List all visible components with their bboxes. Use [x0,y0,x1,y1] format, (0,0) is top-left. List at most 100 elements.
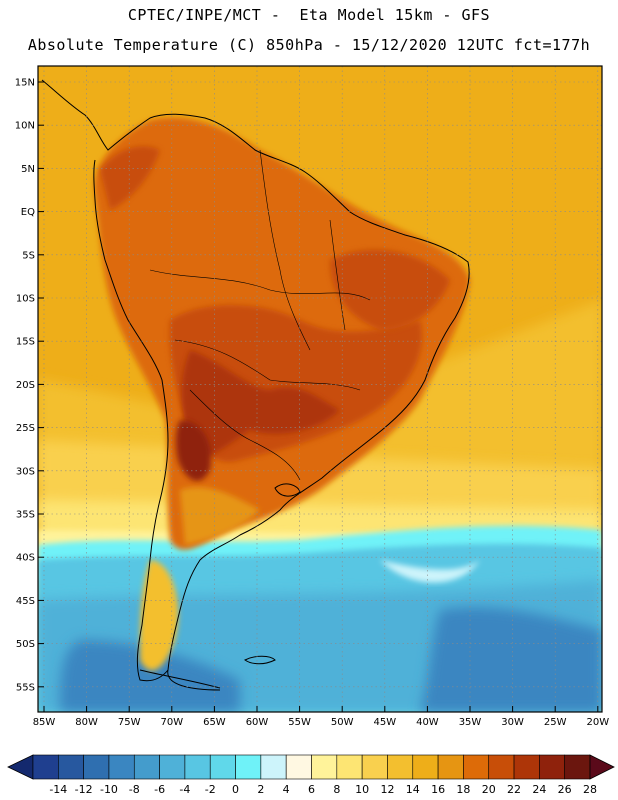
colorbar-swatch [437,754,464,780]
colorbar-label: 28 [583,783,597,796]
latitude-labels: 15N 10N 5N EQ 5S 10S 15S 20S 25S 30S 35S 40S 45S 50S 5… [15,78,35,694]
map-title-line1: CPTEC/INPE/MCT - Eta Model 15km - GFS [127,6,491,24]
colorbar-swatch [260,754,287,780]
lon-label: 35W [459,717,482,728]
tierra-del-fuego [139,669,221,689]
hot-land-northwest [100,146,160,210]
colorbar-label: 24 [532,783,546,796]
border-amazon [259,149,311,351]
colorbar-swatch [285,754,312,780]
colorbar-swatch [108,754,135,780]
lat-label: 15S [16,337,35,348]
lon-label: 65W [203,717,226,728]
lat-label: 10S [16,294,35,305]
colorbar-swatch [513,754,540,780]
colorbar-swatch [209,754,236,780]
deep-cold-patch-west [60,640,240,712]
lat-label: 5S [22,250,35,261]
temperature-colorbar [7,754,615,780]
map-field [38,66,602,712]
lon-label: 50W [331,717,354,728]
lat-label: 20S [16,380,35,391]
lon-label: 45W [373,717,396,728]
colorbar-label: 14 [406,783,420,796]
longitude-labels: 85W 80W 75W 70W 65W 60W 55W 50W 45W 40W 35W 30W 25W 2… [33,717,610,728]
deep-cold-patch [420,607,602,712]
lon-label: 55W [288,717,311,728]
colorbar-swatch [387,754,414,780]
lat-label: 45S [16,596,35,607]
colorbar-label: 0 [232,783,239,796]
colorbar-label: 20 [482,783,496,796]
lat-label: 50S [16,639,35,650]
map-frame [37,65,603,713]
lat-label: 55S [16,682,35,693]
lat-label: 15N [15,78,35,89]
colorbar-high-arrow [589,754,615,780]
colorbar-label: 18 [456,783,470,796]
colorbar-label: 4 [283,783,290,796]
very-hot-land [181,350,340,456]
lon-label: 60W [246,717,269,728]
colorbar-label: 2 [257,783,264,796]
map-title-line2: Absolute Temperature (C) 850hPa - 15/12/… [27,36,591,54]
lon-label: 75W [118,717,141,728]
colorbar-label: -14 [49,783,67,796]
colorbar-swatch [412,754,439,780]
lon-label: 25W [544,717,567,728]
coastlines [41,79,470,691]
lon-label: 20W [586,717,609,728]
colorbar-swatch [159,754,186,780]
colorbar-swatch [133,754,160,780]
colorbar-label: 12 [380,783,394,796]
colorbar-label: 6 [308,783,315,796]
colorbar-label: 16 [431,783,445,796]
lat-label: 35S [16,510,35,521]
border-south [189,389,301,481]
colorbar-label: -2 [205,783,216,796]
colorbar-low-arrow [7,754,34,780]
south-america-coastline [41,79,470,691]
cooler-land-south [180,487,260,545]
colorbar-swatch [539,754,565,780]
colorbar-label: -4 [179,783,190,796]
colorbar-swatch [336,754,363,780]
lon-label: 80W [75,717,98,728]
colorbar-label: 26 [558,783,572,796]
peak-heat-chaco [175,420,211,481]
lat-label: 30S [16,466,35,477]
colorbar-labels: -14 -12 -10 -8 -6 -4 -2 0 2 4 6 8 10 12 14 16 18 20 22 24 26… [49,783,597,796]
colorbar-swatch [564,754,591,780]
colorbar-swatch [488,754,515,780]
lat-label: 5N [21,164,35,175]
colorbar-label: -10 [100,783,118,796]
colorbar-label: -6 [154,783,165,796]
rio-de-la-plata [274,483,301,497]
lat-label: EQ [21,207,35,218]
hot-land-northeast [330,249,450,330]
colorbar-swatch [32,754,59,780]
colorbar-label: 22 [507,783,521,796]
border-east [329,219,346,331]
light-cold-patch [380,560,480,583]
lat-label: 40S [16,553,35,564]
colorbar-swatch [463,754,490,780]
lat-label: 10N [15,121,35,132]
colorbar-label: -8 [129,783,140,796]
lon-label: 40W [416,717,439,728]
colorbar-label: 10 [355,783,369,796]
colorbar-label: 8 [333,783,340,796]
colorbar-swatch [311,754,338,780]
lon-label: 85W [33,717,56,728]
patagonia-land [140,560,179,671]
colorbar-label: -12 [75,783,93,796]
colorbar-swatch [235,754,262,780]
colorbar-swatch [58,754,84,780]
colorbar-swatch [361,754,388,780]
axis-ticks [38,81,599,712]
lat-label: 25S [16,423,35,434]
falklands-outline [244,655,276,665]
border-north [149,269,371,301]
colorbar-swatch [184,754,211,780]
